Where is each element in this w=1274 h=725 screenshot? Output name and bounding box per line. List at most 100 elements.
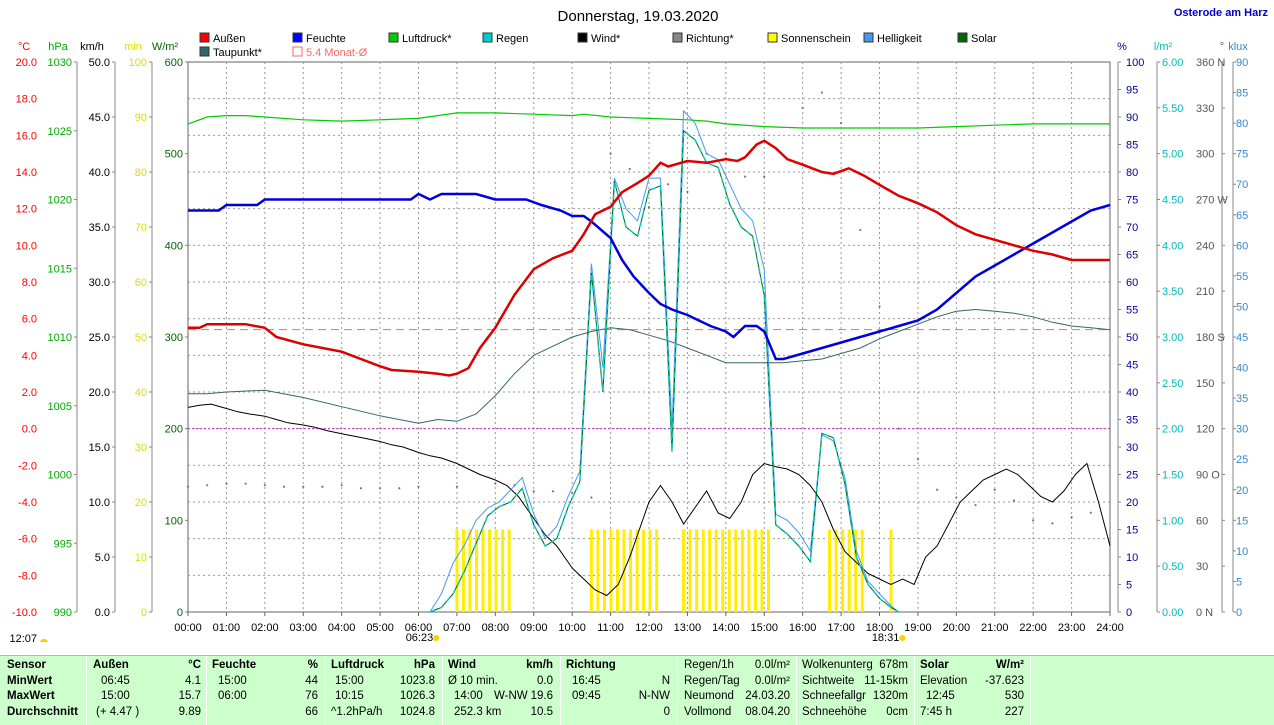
x-tick-label: 09:00: [520, 622, 548, 634]
x-tick-label: 16:00: [789, 622, 817, 634]
direction-point: [551, 490, 555, 493]
stats-richtung-r2-time: 09:45: [572, 690, 601, 702]
axis-tick-label-temp: 8.0: [22, 277, 37, 289]
stats-solar-label: 7:45 h: [920, 705, 952, 718]
axis-tick-label-humidity: 20: [1126, 497, 1138, 509]
axis-tick-label-pressure: 1020: [48, 195, 72, 207]
stats-luftdruck-header: Luftdruck: [331, 659, 385, 671]
legend-swatch: [672, 32, 683, 43]
stats-richtung: Richtung 16:45 N 09:45 N-NW 0: [566, 658, 670, 720]
direction-point: [398, 487, 401, 490]
axis-tick-label-brightness: 0: [1236, 607, 1242, 619]
stats-regen-label: Neumond: [684, 690, 734, 702]
axis-tick-label-wind: 25.0: [89, 332, 110, 344]
axis-tick-label-rain: 1.00: [1162, 515, 1183, 527]
series-wind: [187, 403, 1111, 597]
direction-point: [206, 484, 209, 487]
legend-label: Außen: [213, 33, 245, 45]
axis-tick-label-humidity: 50: [1126, 332, 1138, 344]
stats-aussen-unit: °C: [188, 659, 201, 671]
axis-tick-label-solar: 100: [165, 515, 183, 527]
stats-wolken-value: 1320m: [872, 690, 908, 702]
direction-point: [1070, 516, 1073, 519]
moon-time-label: 12:07: [9, 633, 37, 645]
axis-tick-label-rain: 2.50: [1162, 378, 1183, 390]
axis-tick-label-brightness: 90: [1236, 57, 1248, 69]
stats-regen-value: 0.0l/m²: [754, 674, 790, 687]
direction-point: [225, 482, 228, 485]
stats-wolken-label: Sichtweite: [802, 674, 855, 687]
axis-tick-label-humidity: 70: [1126, 222, 1138, 234]
stats-richtung-r1-time: 16:45: [572, 674, 601, 687]
stats-regen-label: Regen/1h: [684, 659, 734, 671]
axis-tick-label-sunshine: 20: [135, 497, 147, 509]
axis-tick-label-temp: 16.0: [16, 130, 37, 142]
axis-tick-label-humidity: 40: [1126, 387, 1138, 399]
direction-point: [974, 503, 977, 507]
axis-tick-label-wind: 35.0: [89, 222, 110, 234]
sun-icon: [899, 635, 906, 641]
axis-tick-label-humidity: 25: [1126, 470, 1138, 482]
axis-tick-label-humidity: 35: [1126, 415, 1138, 427]
x-axis: 00:00 01:00 02:00 03:00 04:00 05:00 06:00 07:00…: [9, 612, 1124, 645]
axis-tick-label-wind: 45.0: [89, 112, 110, 124]
series-helligkeit: [429, 109, 900, 613]
axis-tick-label-brightness: 10: [1236, 546, 1248, 558]
stats-aussen-max-time: 15:00: [101, 690, 130, 702]
axis-tick-label-sunshine: 30: [135, 442, 147, 454]
direction-point: [609, 152, 612, 155]
direction-point: [378, 487, 382, 490]
stats-aussen-avg-note: (+ 4.47 ): [96, 705, 140, 718]
axis-tick-label-temp: -6.0: [18, 534, 37, 546]
axis-tick-label-rain: 3.00: [1162, 332, 1183, 344]
stats-wind-distance: 252.3 km: [454, 705, 502, 718]
stats-feuchte-unit: %: [307, 659, 318, 671]
axis-unit-brightness: klux: [1228, 41, 1248, 53]
axis-tick-label-solar: 600: [165, 57, 183, 69]
stats-luftdruck-max: 1026.3: [399, 690, 435, 702]
direction-point: [532, 490, 535, 493]
direction-point: [686, 190, 689, 193]
x-tick-label: 14:00: [712, 622, 740, 634]
axis-unit-direction: °: [1220, 41, 1224, 53]
axis-tick-label-direction: 240: [1196, 240, 1214, 252]
x-tick-label: 03:00: [289, 622, 317, 634]
axis-tick-label-wind: 15.0: [89, 442, 110, 454]
series-aussen: [188, 139, 1110, 377]
axis-tick-label-humidity: 75: [1126, 195, 1138, 207]
stats-luftdruck: Luftdruck hPa 15:00 1023.8 10:15 1026.3 ^1.…: [331, 658, 435, 720]
x-tick-label: 12:00: [635, 622, 663, 634]
axis-tick-label-rain: 4.00: [1162, 240, 1183, 252]
axis-tick-label-humidity: 5: [1126, 580, 1132, 592]
direction-point: [571, 491, 574, 494]
axis-tick-label-direction: 360 N: [1196, 57, 1225, 69]
stats-wolken-value: 11-15km: [864, 674, 908, 687]
axis-tick-label-direction: 0 N: [1196, 607, 1213, 619]
axis-tick-label-temp: 18.0: [16, 94, 37, 106]
axis-tick-label-humidity: 90: [1126, 112, 1138, 124]
axis-tick-label-temp: 4.0: [22, 350, 37, 362]
axis-tick-label-direction: 210: [1196, 286, 1214, 298]
stats-wolken-value: 0cm: [886, 705, 908, 718]
axis-tick-label-temp: 2.0: [22, 387, 37, 399]
direction-point: [1089, 511, 1092, 514]
x-tick-label: 10:00: [558, 622, 586, 634]
stats-solar-label: 12:45: [926, 690, 955, 702]
direction-point: [186, 485, 190, 488]
stats-regen-value: 24.03.20: [745, 690, 790, 702]
direction-point: [647, 206, 651, 209]
legend-swatch: [767, 32, 778, 43]
axis-tick-label-brightness: 5: [1236, 576, 1242, 588]
x-tick-label: 24:00: [1096, 622, 1124, 634]
plot-area: [186, 91, 1111, 613]
axis-tick-label-temp: 14.0: [16, 167, 37, 179]
axis-tick-label-humidity: 15: [1126, 525, 1138, 537]
sun-icon: [433, 635, 440, 641]
legend-swatch: [957, 32, 968, 43]
axis-tick-label-brightness: 30: [1236, 424, 1248, 436]
stats-sensor-header: Sensor: [7, 659, 46, 671]
legend-swatch: [863, 32, 874, 43]
axis-tick-label-sunshine: 50: [135, 332, 147, 344]
stats-wind-avg10: 0.0: [537, 674, 553, 687]
legend-label: Taupunkt*: [213, 47, 263, 59]
